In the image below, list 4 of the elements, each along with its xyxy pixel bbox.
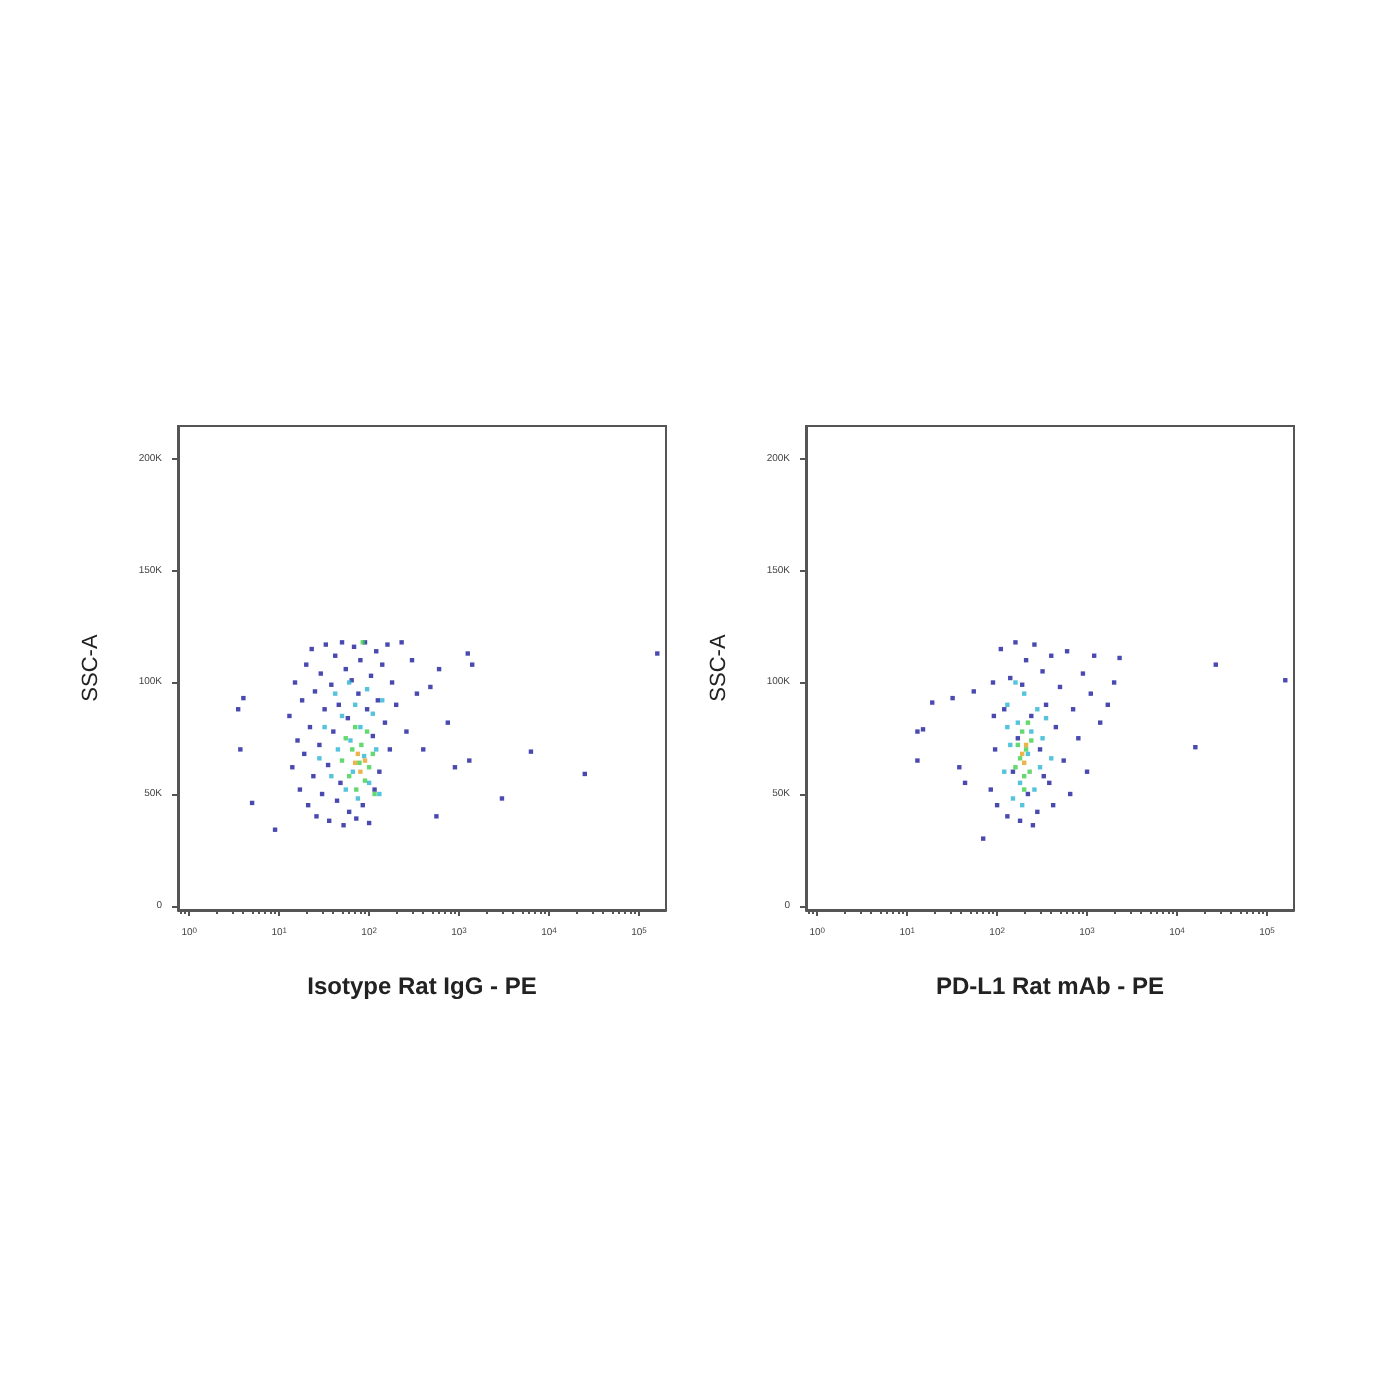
x-axis-title: Isotype Rat IgG - PE bbox=[307, 972, 537, 1000]
x-axis-title: PD-L1 Rat mAb - PE bbox=[935, 972, 1165, 1000]
y-axis-title: SSC-A bbox=[79, 633, 103, 702]
y-axis-title: SSC-A bbox=[707, 633, 731, 702]
